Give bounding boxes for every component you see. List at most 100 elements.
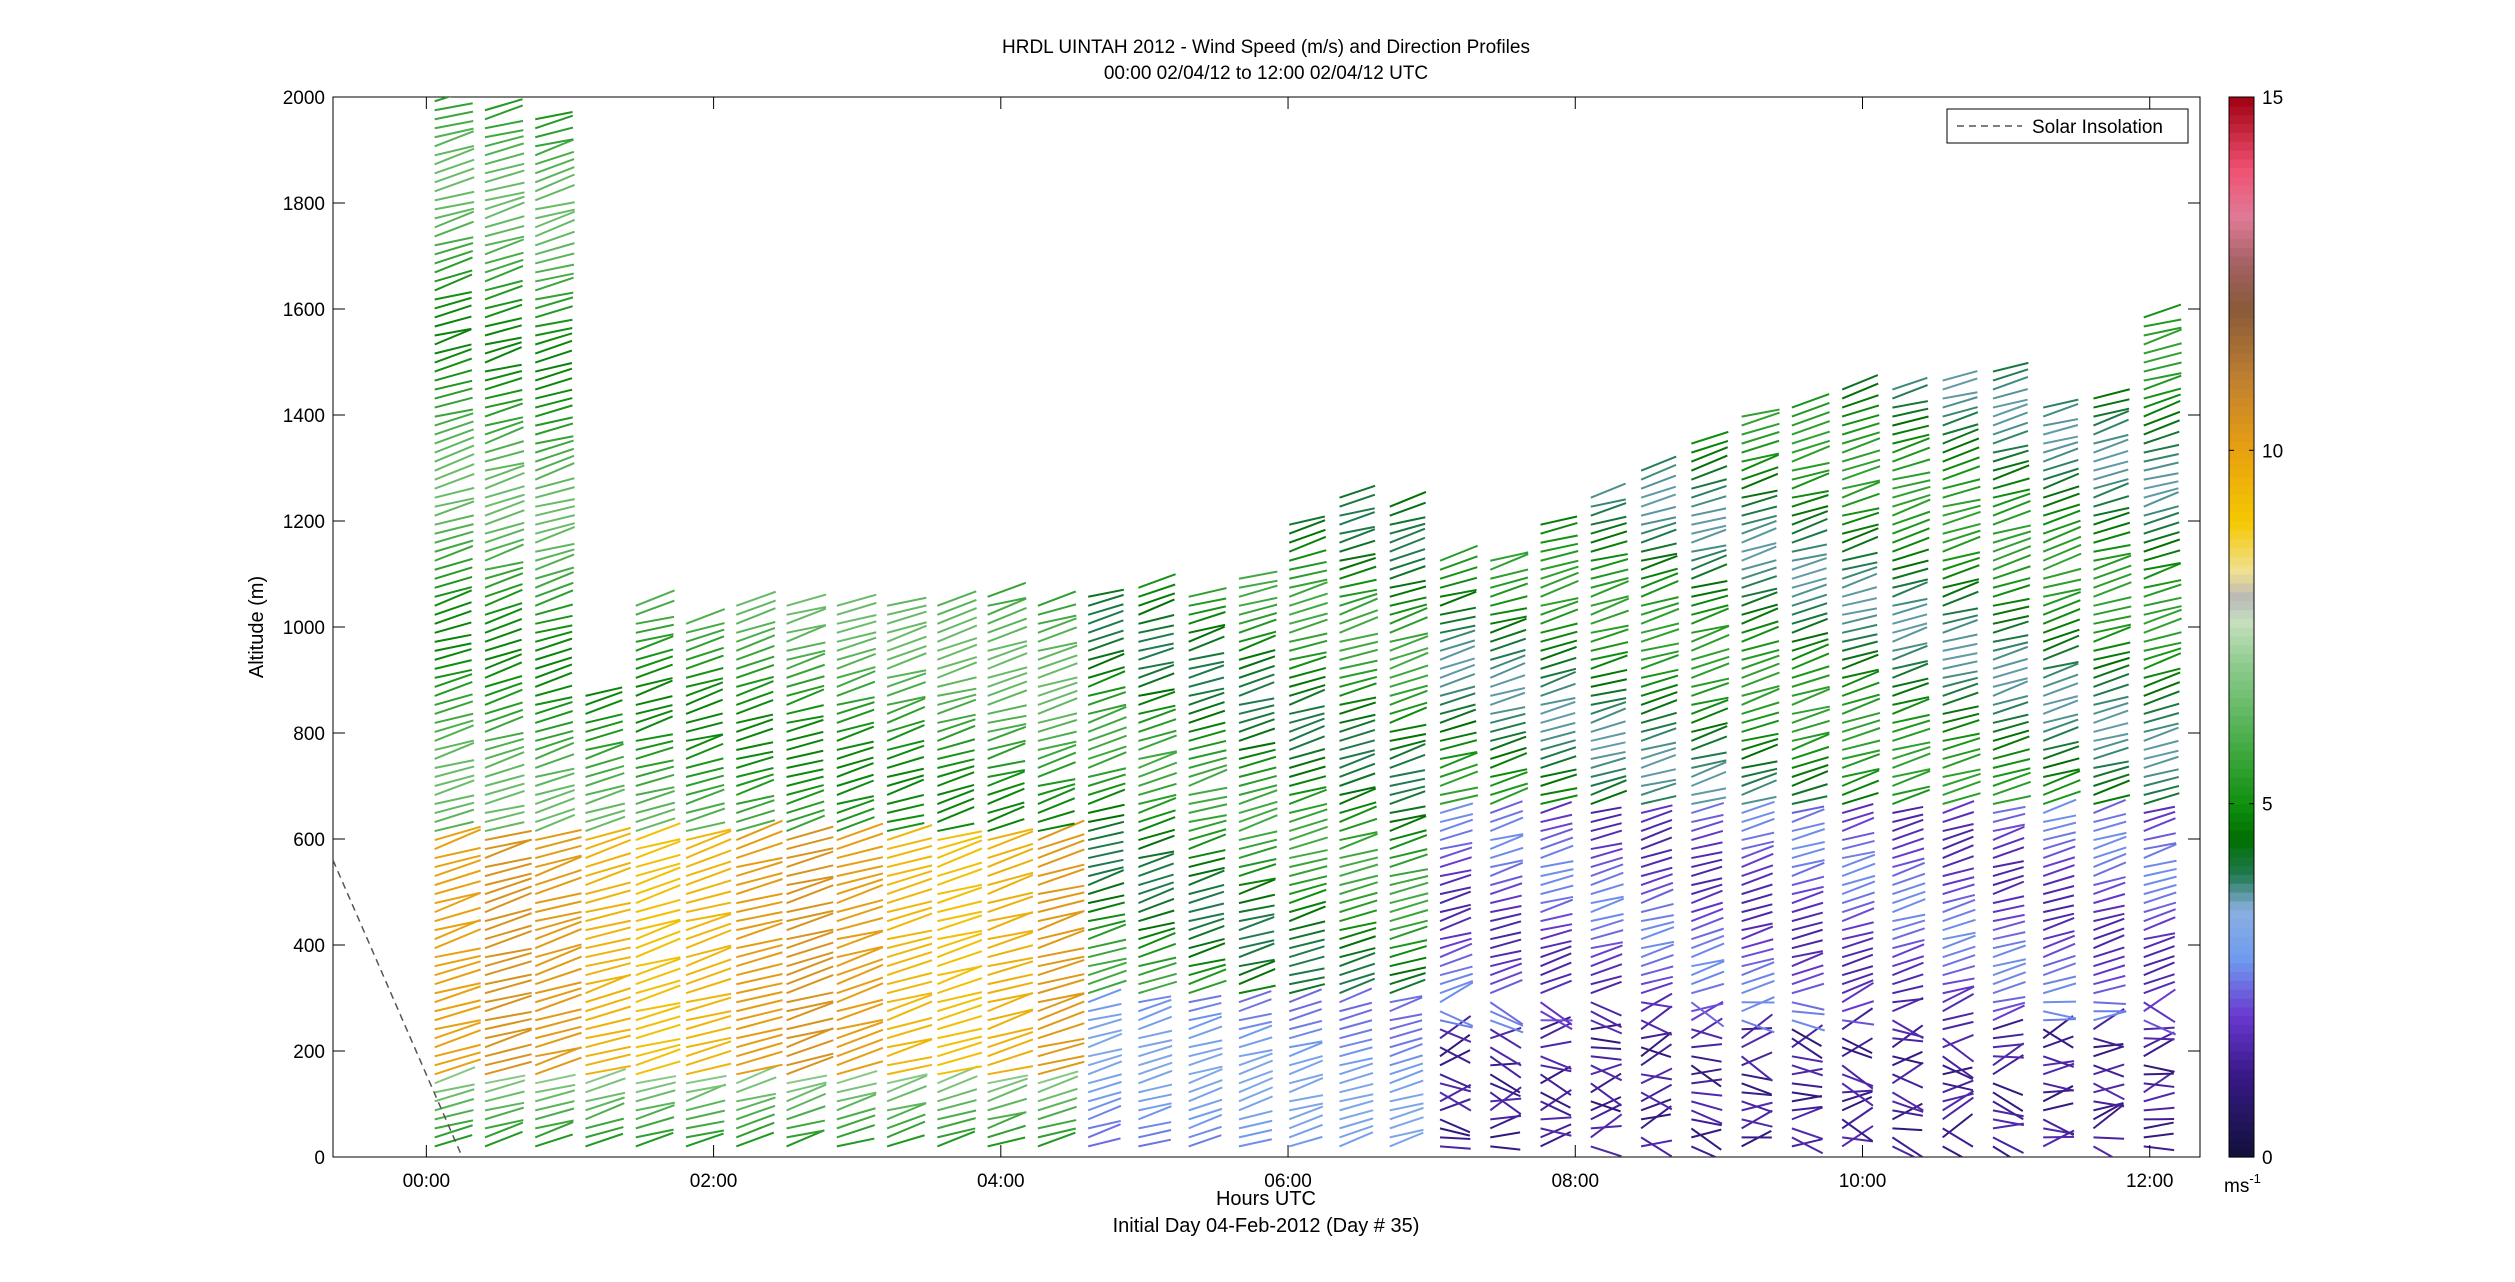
wind-barb [1439, 751, 1478, 769]
wind-barb [2093, 564, 2132, 580]
wind-barb [1992, 729, 2030, 742]
wind-barb [2143, 443, 2180, 454]
wind-barb [987, 1008, 1034, 1022]
wind-barb [484, 1101, 525, 1112]
wind-barb [1389, 522, 1426, 535]
wind-barb [1640, 516, 1677, 526]
wind-barb [1490, 721, 1526, 733]
wind-barb [987, 871, 1034, 887]
wind-barb [2093, 460, 2129, 472]
wind-barb [534, 166, 575, 184]
colorbar-band [2229, 892, 2254, 902]
wind-barb [2143, 1019, 2177, 1036]
wind-barb [1690, 916, 1724, 932]
wind-barb [886, 596, 927, 607]
wind-barb [1540, 813, 1573, 824]
wind-barb [685, 1109, 725, 1121]
wind-barb [1389, 491, 1427, 508]
x-tick-label: 00:00 [403, 1171, 451, 1192]
wind-barb [685, 922, 732, 941]
wind-barb [1389, 548, 1426, 562]
wind-barb [1188, 1001, 1222, 1013]
wind-barb [434, 648, 472, 661]
wind-barb [1339, 682, 1377, 697]
wind-barb [1690, 698, 1729, 715]
wind-barb [484, 119, 524, 130]
wind-barb [786, 800, 825, 814]
wind-barb [2143, 617, 2182, 634]
wind-barb [1640, 642, 1680, 652]
wind-barb [635, 1128, 674, 1139]
wind-barb [1992, 411, 2029, 427]
wind-barb [1590, 701, 1627, 715]
wind-barb [886, 681, 927, 697]
wind-barb [1238, 630, 1277, 643]
wind-barb [1791, 617, 1829, 634]
wind-barb [1288, 618, 1328, 634]
wind-barb [484, 224, 525, 238]
wind-barb [2043, 1060, 2075, 1067]
wind-barb [1691, 507, 1727, 517]
wind-barb [735, 841, 783, 860]
wind-barb [1690, 889, 1723, 905]
wind-barb [1439, 903, 1471, 914]
wind-barb [1942, 564, 1980, 580]
wind-barb [1490, 1145, 1521, 1151]
wind-barb [685, 958, 732, 977]
wind-barb [936, 607, 977, 625]
wind-barb [585, 1028, 631, 1040]
wind-barb [685, 946, 732, 968]
wind-barb [484, 1028, 533, 1049]
wind-barb [987, 1049, 1034, 1067]
wind-barb [434, 357, 473, 373]
wind-barb [1791, 733, 1830, 751]
wind-barb [1037, 863, 1085, 878]
wind-barb [2143, 980, 2176, 995]
wind-barb [2092, 1103, 2125, 1130]
wind-barb [1138, 995, 1172, 1004]
wind-barb [1540, 697, 1576, 706]
wind-barb [786, 593, 827, 607]
wind-barb [635, 759, 674, 769]
wind-barb [535, 505, 575, 517]
wind-barb [1037, 712, 1078, 724]
wind-barb [1439, 763, 1478, 778]
wind-barb [786, 901, 834, 914]
wind-barb [1288, 1123, 1323, 1139]
wind-barb [1892, 567, 1929, 580]
wind-barb [1339, 668, 1378, 679]
wind-barb [1138, 1061, 1173, 1076]
wind-barb [1439, 555, 1478, 571]
wind-barb [685, 1074, 727, 1085]
wind-barb [2093, 418, 2129, 436]
wind-barb [736, 819, 776, 833]
wind-barb [1590, 1124, 1622, 1130]
wind-barb [987, 769, 1026, 778]
wind-barb [1992, 758, 2031, 769]
wind-barb [534, 987, 582, 1004]
wind-barb [1439, 965, 1473, 977]
wind-barb [836, 1060, 884, 1076]
wind-barb [1037, 626, 1078, 643]
wind-barb [1892, 626, 1928, 643]
wind-barb [1841, 1037, 1873, 1054]
wind-barb [1439, 1083, 1472, 1103]
wind-barb [1841, 507, 1880, 517]
colorbar-band [2229, 229, 2254, 239]
wind-barb [836, 601, 877, 616]
wind-barb [836, 696, 875, 706]
wind-barb [786, 663, 826, 679]
wind-barb [1691, 544, 1727, 553]
wind-barb [434, 854, 481, 869]
x-axis-label: Hours UTC [1216, 1188, 1316, 1210]
wind-barb [2143, 374, 2182, 391]
wind-barb [434, 348, 472, 364]
wind-barb [1138, 972, 1177, 986]
x-tick-label: 08:00 [1551, 1171, 1599, 1192]
wind-barb [2143, 916, 2176, 932]
wind-barb [1590, 842, 1623, 851]
wind-barb [2093, 683, 2129, 697]
wind-barb [1892, 1100, 1924, 1113]
wind-barb [434, 463, 475, 481]
wind-barb [1490, 875, 1523, 887]
